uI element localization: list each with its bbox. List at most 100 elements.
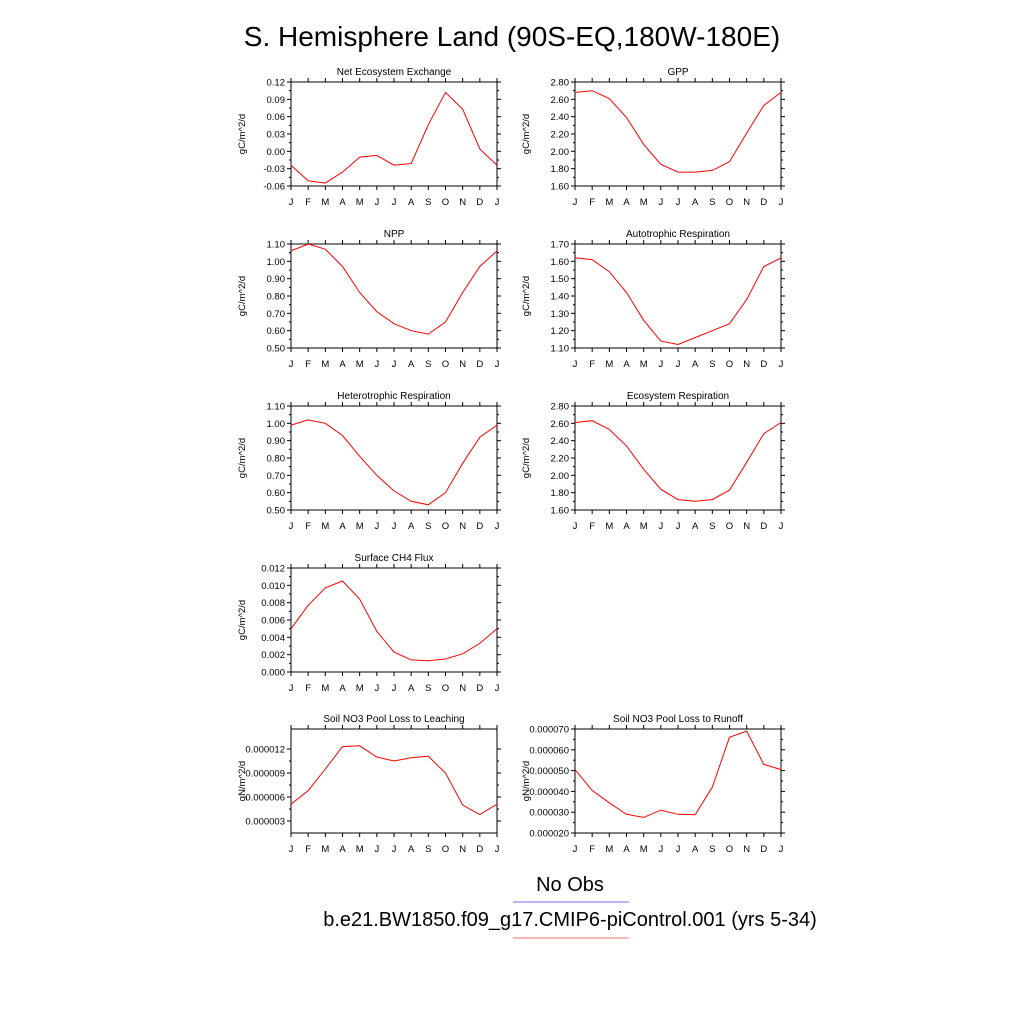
x-tick-label: J [779,844,784,855]
y-tick-label: 0.80 [267,292,286,303]
plot-frame [290,243,498,349]
series-line [290,243,498,335]
x-tick-label: O [442,521,449,532]
x-tick-label: N [459,683,466,694]
panel-title: Soil NO3 Pool Loss to Runoff [613,714,743,725]
x-tick-label: J [495,521,500,532]
y-tick-label: 0.000012 [245,745,285,756]
legend-label-obs: No Obs [536,874,604,896]
x-tick-label: J [573,359,578,370]
x-tick-label: D [476,521,483,532]
panel-title: Net Ecosystem Exchange [337,67,452,78]
x-tick-label: M [605,521,613,532]
series-line [290,91,498,184]
x-tick-label: M [605,844,613,855]
y-tick-label: 0.000006 [245,793,285,804]
x-tick-label: N [743,197,750,208]
x-tick-label: J [289,359,294,370]
series-line [574,730,782,818]
y-axis-label: gC/m^2/d [521,438,532,478]
panel-autotrophic-respiration: Autotrophic Respiration gC/m^2/d 1.10 1.20 1… [521,229,785,370]
y-tick-label: 0.50 [267,506,286,517]
y-tick-label: 0.006 [261,616,285,627]
x-tick-label: S [425,359,431,370]
y-tick-label: 0.50 [267,344,286,355]
x-tick-label: D [760,197,767,208]
y-tick-label: 0.90 [267,436,286,447]
main-title: S. Hemisphere Land (90S-EQ,180W-180E) [244,21,780,52]
x-tick-label: F [305,359,311,370]
x-tick-label: S [709,197,715,208]
x-tick-label: A [408,359,415,370]
x-tick-label: A [623,521,630,532]
x-tick-label: F [305,197,311,208]
x-tick-label: M [640,359,648,370]
x-tick-label: A [339,683,346,694]
x-tick-label: N [743,521,750,532]
x-tick-label: M [321,359,329,370]
y-tick-label: 1.00 [267,419,286,430]
x-tick-label: O [726,844,733,855]
x-tick-label: O [726,521,733,532]
x-tick-label: J [495,844,500,855]
x-tick-label: S [425,521,431,532]
y-tick-label: 1.10 [551,344,570,355]
x-tick-label: J [573,197,578,208]
y-axis-label: gC/m^2/d [237,438,248,478]
x-tick-label: A [692,521,699,532]
x-tick-label: J [495,359,500,370]
panel-title: Autotrophic Respiration [626,229,730,240]
y-axis-label: gC/m^2/d [521,114,532,154]
y-tick-label: 0.03 [267,130,286,141]
x-tick-label: A [339,844,346,855]
x-tick-label: J [495,683,500,694]
x-tick-label: J [573,844,578,855]
x-tick-label: F [305,521,311,532]
panel-npp: NPP gC/m^2/d 0.50 0.60 0.70 0.80 0.90 1.00 1.10 J… [237,229,501,370]
series-line [290,419,498,506]
panels: Net Ecosystem Exchange gC/m^2/d -0.06 -0.03… [237,67,785,855]
x-tick-label: S [425,683,431,694]
plot-frame [574,728,782,834]
plot-frame [574,81,782,187]
panel-soil-no3-pool-loss-to-leaching: Soil NO3 Pool Loss to LeachinggN/m^2/d0.… [237,714,501,855]
y-tick-label: 0.000009 [245,769,285,780]
x-tick-label: N [743,844,750,855]
panel-title: NPP [384,229,405,240]
x-tick-label: J [374,521,379,532]
x-tick-label: J [289,521,294,532]
x-tick-label: A [692,197,699,208]
y-axis-label: gC/m^2/d [521,276,532,316]
x-tick-label: D [476,197,483,208]
x-tick-label: A [623,197,630,208]
y-axis-label: gN/m^2/d [237,761,248,801]
x-tick-label: S [425,197,431,208]
x-tick-label: J [374,683,379,694]
x-tick-label: M [356,359,364,370]
x-tick-label: J [676,844,681,855]
x-tick-label: F [305,844,311,855]
x-tick-label: M [356,197,364,208]
y-tick-label: -0.03 [263,164,285,175]
y-tick-label: 0.000020 [529,829,569,840]
panel-heterotrophic-respiration: Heterotrophic Respiration gC/m^2/d 0.50 0.6… [237,391,501,532]
x-tick-label: M [356,683,364,694]
x-tick-label: D [760,844,767,855]
y-tick-label: 0.09 [267,95,286,106]
x-tick-label: M [640,844,648,855]
y-tick-label: 0.000070 [529,725,569,736]
x-tick-label: M [321,844,329,855]
panel-ecosystem-respiration: Ecosystem Respiration gC/m^2/d 1.60 1.80 2.0… [521,391,785,532]
x-tick-label: J [392,359,397,370]
y-tick-label: 0.60 [267,326,286,337]
x-tick-label: A [339,521,346,532]
y-axis-label: gN/m^2/d [521,761,532,801]
y-tick-label: 1.80 [551,164,570,175]
panel-title: Ecosystem Respiration [627,391,729,402]
y-tick-label: 1.10 [267,402,286,413]
series-line [574,257,782,346]
y-tick-label: 0.000040 [529,787,569,798]
x-tick-label: J [658,844,663,855]
x-tick-label: M [356,844,364,855]
plot-frame [290,81,498,187]
